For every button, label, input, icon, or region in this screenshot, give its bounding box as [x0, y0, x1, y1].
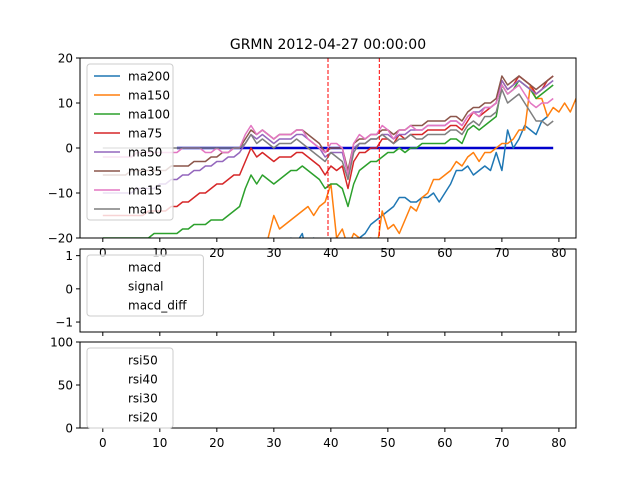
legend-box: [86, 254, 204, 317]
x-tick-label: 50: [380, 246, 395, 260]
y-tick-label: 50: [58, 379, 73, 393]
axes-frame: [79, 248, 577, 333]
x-tick-label: 60: [437, 436, 452, 450]
series-line-ma200: [290, 115, 548, 238]
x-tick-label: 0: [99, 246, 107, 260]
y-tick-label: 0: [65, 282, 73, 296]
x-tick-label: 70: [494, 246, 509, 260]
series-line-ma150: [267, 84, 576, 238]
y-tick-label: 10: [58, 97, 73, 111]
legend-label-ma100: ma100: [128, 108, 170, 122]
y-tick-label: 100: [50, 336, 73, 350]
x-tick-label: 0: [99, 436, 107, 450]
x-tick-label: 70: [494, 436, 509, 450]
legend-label-rsi30: rsi30: [128, 392, 158, 406]
y-tick-label: −10: [48, 187, 73, 201]
x-tick-label: 50: [380, 436, 395, 450]
legend-label-signal: signal: [128, 280, 164, 294]
x-tick-label: 80: [551, 246, 566, 260]
legend-label-ma15: ma15: [128, 184, 162, 198]
x-tick-label: 10: [152, 436, 167, 450]
legend-label-ma150: ma150: [128, 89, 170, 103]
x-tick-label: 20: [209, 246, 224, 260]
legend-box: [86, 347, 174, 429]
legend-label-macd: macd: [128, 261, 161, 275]
x-tick-label: 40: [323, 436, 338, 450]
x-tick-label: 40: [323, 246, 338, 260]
legend-label-ma75: ma75: [128, 127, 162, 141]
y-tick-label: −1: [55, 316, 73, 330]
y-tick-label: −20: [48, 232, 73, 246]
legend-label-ma10: ma10: [128, 203, 162, 217]
legend: rsi50 rsi40 rsi30 rsi20: [86, 347, 174, 429]
chart-title: GRMN 2012-04-27 00:00:00: [230, 37, 426, 53]
y-tick-label: 1: [65, 249, 73, 263]
legend-label-rsi50: rsi50: [128, 354, 158, 368]
x-tick-label: 80: [551, 436, 566, 450]
legend-label-rsi20: rsi20: [128, 411, 158, 425]
x-tick-label: 30: [266, 246, 281, 260]
x-tick-label: 60: [437, 246, 452, 260]
panel-2: −1 0 1 macd signal macd_diff: [55, 248, 577, 336]
legend-box: [86, 63, 174, 221]
legend-label-ma35: ma35: [128, 165, 162, 179]
y-tick-label: 0: [65, 142, 73, 156]
legend-label-rsi40: rsi40: [128, 373, 158, 387]
y-tick-label: 0: [65, 422, 73, 436]
legend: ma200 ma150 ma100 ma75 ma50 ma35 ma15 ma10: [86, 63, 174, 221]
plot-area: [102, 58, 576, 238]
legend-label-ma200: ma200: [128, 70, 170, 84]
x-tick-label: 30: [266, 436, 281, 450]
x-tick-label: 20: [209, 436, 224, 450]
legend-label-macd_diff: macd_diff: [128, 299, 187, 313]
legend-label-ma50: ma50: [128, 146, 162, 160]
y-tick-label: 20: [58, 52, 73, 66]
legend: macd signal macd_diff: [86, 254, 204, 317]
